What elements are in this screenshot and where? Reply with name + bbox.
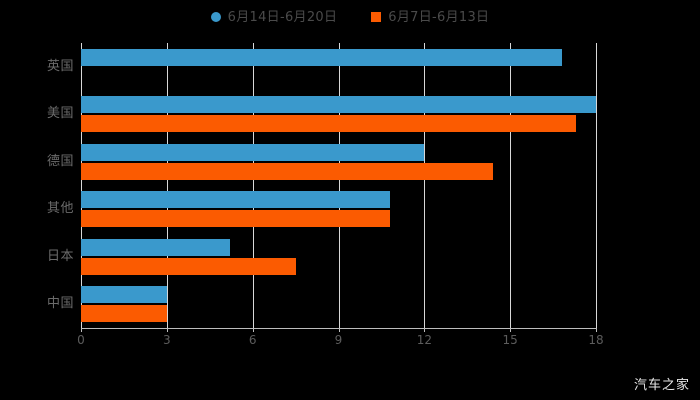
x-axis-tick-mark-15 (510, 328, 512, 332)
x-axis-tick-label-9: 9 (334, 333, 343, 347)
gridline-6 (252, 43, 254, 328)
x-axis-labels: 0 3 6 9 12 15 18 (0, 334, 700, 354)
y-axis-label-美国: 美国 (46, 106, 74, 122)
gridline-0 (81, 43, 82, 328)
x-axis-tick-mark-6 (252, 328, 254, 332)
bar-其他-series-1[interactable] (81, 191, 390, 209)
x-axis-tick-mark-0 (81, 328, 82, 332)
bars-layer (81, 43, 596, 328)
bar-中国-series-1[interactable] (81, 286, 167, 304)
bar-德国-series-2[interactable] (81, 162, 493, 180)
legend-label-series-2: 6月7日-6月13日 (388, 9, 490, 25)
square-marker-icon (371, 12, 382, 22)
circle-marker-icon (210, 12, 221, 22)
gridline-12 (424, 43, 426, 328)
legend-item-series-1[interactable]: 6月14日-6月20日 (210, 9, 338, 25)
x-axis-tick-label-0: 0 (77, 333, 85, 347)
x-axis-tick-mark-3 (166, 328, 168, 332)
x-axis-tick-mark-9 (338, 328, 340, 332)
x-axis-tick-label-18: 18 (588, 333, 604, 347)
bar-美国-series-2[interactable] (81, 115, 576, 133)
gridline-15 (510, 43, 512, 328)
y-axis-label-其他: 其他 (46, 201, 74, 217)
bar-日本-series-2[interactable] (81, 257, 296, 275)
watermark: 汽车之家 (633, 378, 690, 393)
x-axis-tick-label-12: 12 (416, 333, 432, 347)
y-axis-label-中国: 中国 (46, 296, 74, 312)
y-axis-label-日本: 日本 (46, 248, 74, 264)
x-axis-tick-label-3: 3 (163, 333, 171, 347)
y-axis-label-德国: 德国 (46, 153, 74, 169)
x-axis-tick-label-6: 6 (248, 333, 257, 347)
bar-其他-series-2[interactable] (81, 210, 390, 228)
y-axis-label-英国: 英国 (46, 58, 74, 74)
legend-label-series-1: 6月14日-6月20日 (227, 9, 338, 25)
x-axis-tick-mark-12 (424, 328, 426, 332)
bar-英国-series-1[interactable] (81, 48, 562, 66)
bar-美国-series-1[interactable] (81, 96, 596, 114)
bar-中国-series-2[interactable] (81, 305, 167, 323)
gridline-9 (338, 43, 340, 328)
gridline-3 (166, 43, 168, 328)
bar-日本-series-1[interactable] (81, 238, 230, 256)
gridline-18 (596, 43, 597, 328)
x-axis-tick-label-15: 15 (502, 333, 518, 347)
plot-area (81, 43, 597, 328)
y-axis-labels: 英国美国德国其他日本中国 (0, 43, 74, 328)
legend-item-series-2[interactable]: 6月7日-6月13日 (371, 11, 489, 24)
x-axis-tick-mark-18 (596, 328, 597, 332)
chart-legend: 6月14日-6月20日 6月7日-6月13日 (0, 6, 700, 28)
bar-德国-series-1[interactable] (81, 143, 425, 161)
